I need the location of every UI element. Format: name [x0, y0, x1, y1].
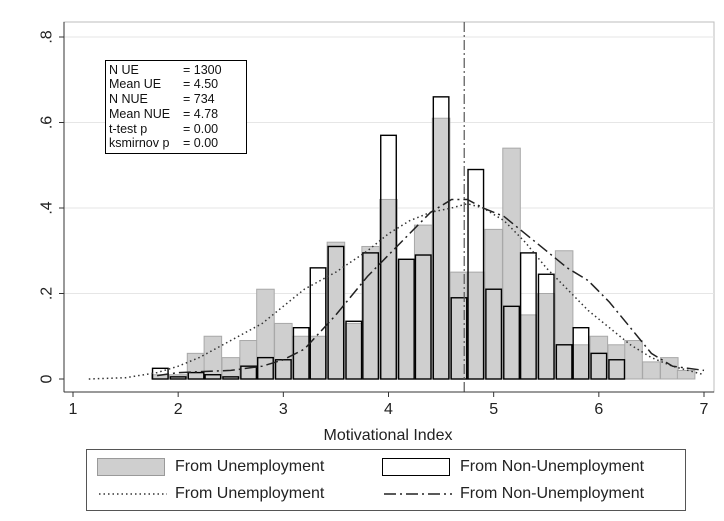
bar-from-unemployment: [607, 344, 626, 380]
bar-from-non-unemployment: [519, 252, 537, 380]
density-lines: [88, 22, 705, 392]
bar-from-non-unemployment: [345, 320, 363, 380]
legend-swatch-hollow-bar: [382, 458, 450, 476]
legend-label: From Non-Unemployment: [460, 458, 645, 475]
bar-from-non-unemployment: [292, 327, 310, 380]
bar-from-unemployment: [431, 117, 451, 380]
bar-from-unemployment: [449, 271, 469, 380]
bar-from-non-unemployment: [240, 365, 258, 380]
bar-from-unemployment: [484, 228, 503, 380]
bar-from-unemployment: [536, 293, 556, 380]
y-tick-label: .2: [39, 287, 56, 300]
stat-ttest-p: t-test p = 0.00: [109, 122, 219, 136]
stats-annotation-box: N UE = 1300 Mean UE = 4.50 N NUE = 734 Mean…: [105, 60, 247, 154]
bar-from-unemployment: [589, 335, 609, 380]
bar-from-non-unemployment: [327, 245, 345, 380]
bar-from-unemployment: [274, 322, 293, 380]
legend-label: From Non-Unemployment: [460, 485, 645, 502]
bar-from-unemployment: [502, 147, 521, 380]
x-tick-label: 2: [174, 401, 183, 418]
stat-n-ue: N UE = 1300: [109, 63, 222, 77]
bar-from-non-unemployment: [222, 376, 240, 380]
stat-n-nue: N NUE = 734: [109, 92, 215, 106]
bar-from-non-unemployment: [608, 359, 626, 380]
x-axis-label: Motivational Index: [324, 427, 453, 444]
bar-from-unemployment: [203, 335, 223, 380]
x-tick-label: 7: [700, 401, 709, 418]
legend-swatch-dotted-line: [99, 493, 167, 495]
stat-mean-nue: Mean NUE = 4.78: [109, 107, 219, 121]
bar-from-unemployment: [308, 335, 328, 380]
bar-from-unemployment: [186, 352, 206, 380]
x-tick-label: 1: [69, 401, 78, 418]
x-tick-label: 6: [594, 401, 603, 418]
y-tick-label: 0: [39, 374, 56, 383]
bar-from-non-unemployment: [414, 254, 432, 380]
y-tick-label: .8: [39, 30, 56, 43]
legend: From Unemployment From Non-Unemployment …: [86, 449, 686, 511]
stat-ksmirnov-p: ksmirnov p = 0.00: [109, 136, 219, 150]
bar-from-non-unemployment: [309, 267, 327, 380]
bar-from-unemployment: [221, 357, 241, 380]
bar-from-unemployment: [413, 224, 433, 380]
legend-swatch-grey-bar: [97, 458, 165, 476]
bar-from-non-unemployment: [380, 134, 397, 380]
bar-from-unemployment: [571, 344, 591, 380]
bar-from-unemployment: [642, 361, 661, 380]
bar-from-non-unemployment: [503, 305, 521, 380]
y-tick-label: .4: [39, 201, 56, 214]
stat-mean-ue: Mean UE = 4.50: [109, 77, 219, 91]
bar-from-non-unemployment: [467, 168, 485, 380]
axes: 0 .2 .4 .6 .8 1 2 3 4 5 6 7: [39, 22, 714, 418]
bar-from-non-unemployment: [397, 258, 415, 380]
bar-from-unemployment: [660, 357, 679, 380]
x-tick-label: 4: [384, 401, 393, 418]
bar-from-non-unemployment: [362, 252, 380, 380]
bar-from-non-unemployment: [204, 374, 222, 380]
bar-from-unemployment: [291, 335, 311, 380]
bar-from-unemployment: [554, 250, 574, 380]
y-tick-label: .6: [39, 116, 56, 129]
bar-from-non-unemployment: [256, 356, 274, 380]
bar-from-unemployment: [397, 258, 416, 380]
bar-from-non-unemployment: [169, 376, 187, 380]
bar-from-non-unemployment: [432, 96, 450, 380]
bar-from-unemployment: [466, 271, 486, 380]
bar-from-unemployment: [326, 241, 346, 380]
bar-from-non-unemployment: [572, 327, 590, 380]
bar-from-non-unemployment: [537, 273, 555, 380]
legend-swatch-dashdot-line: [384, 493, 452, 495]
bar-from-non-unemployment: [590, 352, 608, 380]
bar-from-unemployment: [379, 198, 398, 380]
bar-from-unemployment: [344, 322, 364, 380]
legend-label: From Unemployment: [175, 485, 325, 502]
bar-from-non-unemployment: [450, 297, 468, 380]
bar-from-unemployment: [239, 340, 258, 380]
bar-from-unemployment: [519, 314, 538, 380]
x-tick-label: 3: [279, 401, 288, 418]
x-tick-label: 5: [489, 401, 498, 418]
bar-from-unemployment: [624, 340, 643, 380]
bar-from-unemployment: [256, 288, 275, 380]
density-line-from-non-unemployment: [156, 198, 705, 377]
bars-from-unemployment: [151, 117, 696, 380]
legend-label: From Unemployment: [175, 458, 325, 475]
bar-from-unemployment: [361, 245, 380, 380]
bar-from-non-unemployment: [555, 344, 573, 380]
bar-from-non-unemployment: [485, 288, 503, 380]
bar-from-unemployment: [676, 369, 696, 380]
